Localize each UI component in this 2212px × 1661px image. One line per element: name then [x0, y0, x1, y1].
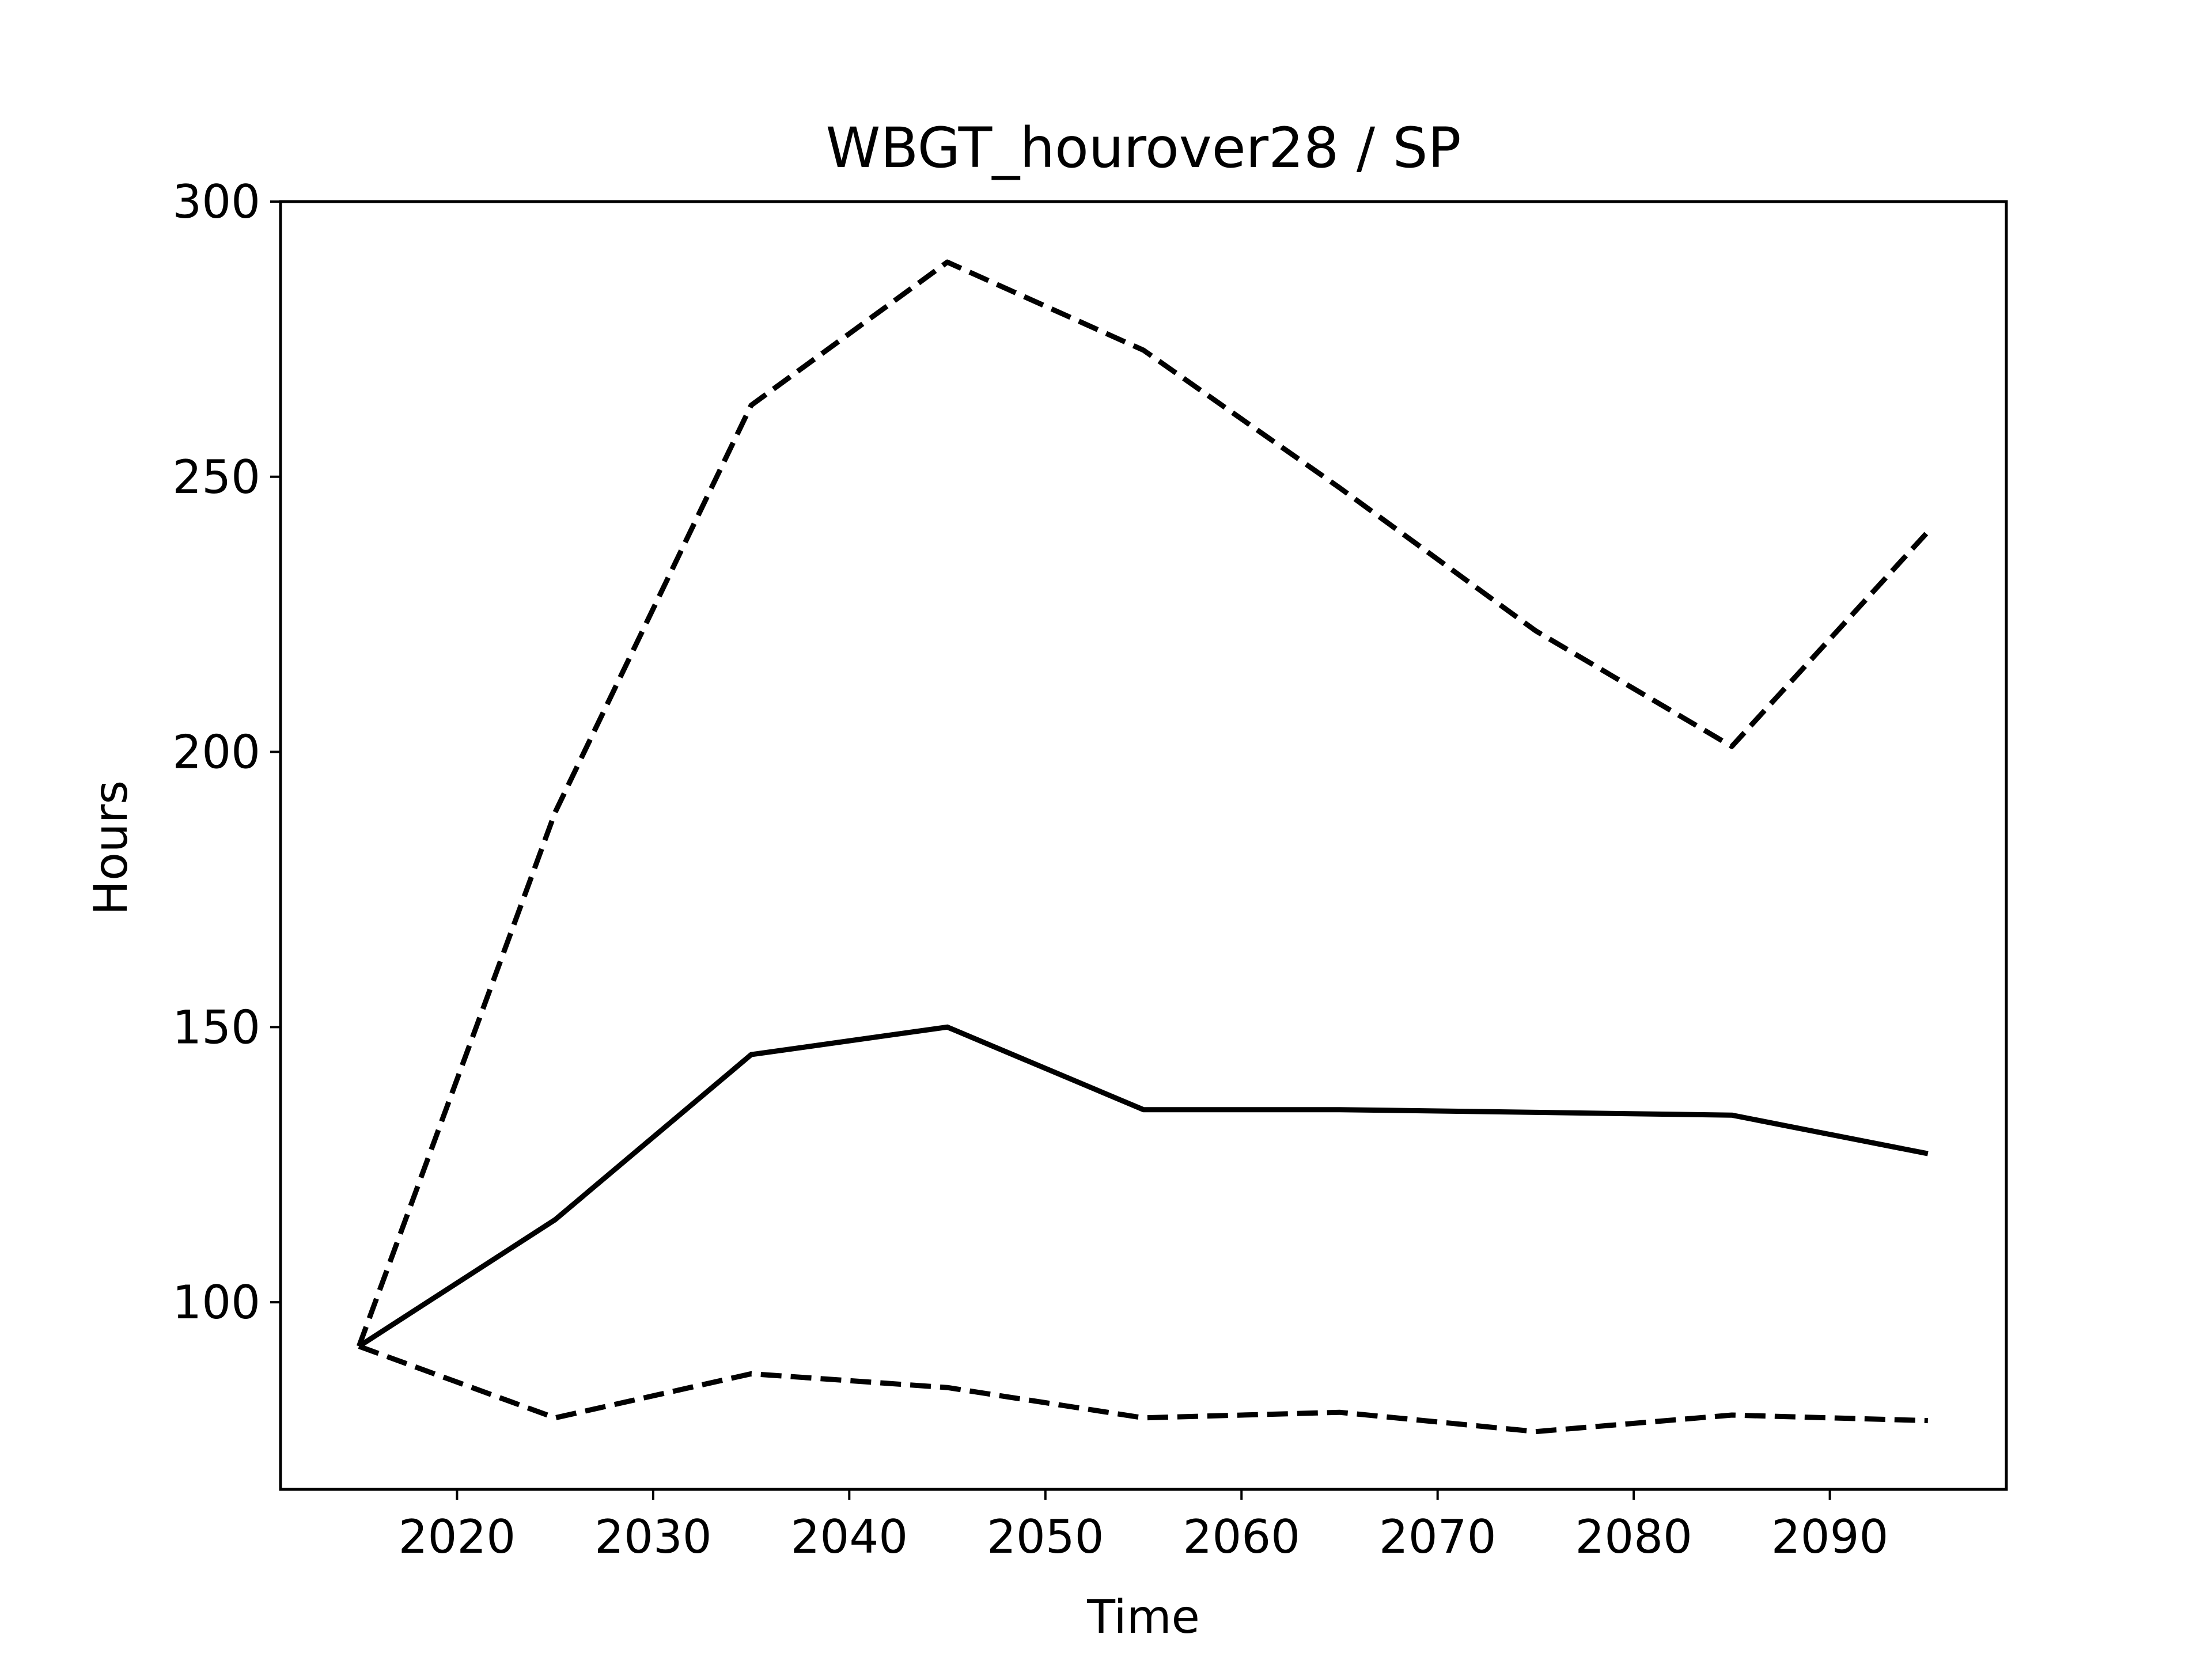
- y-tick-label: 200: [172, 726, 260, 779]
- x-tick-label: 2090: [1771, 1510, 1889, 1564]
- x-tick-label: 2030: [594, 1510, 712, 1564]
- axis-ticks: 2020 2030 2040 2050 2060 2070 2080 2090 100 150 20…: [172, 175, 1888, 1564]
- x-axis-label: Time: [1086, 1590, 1200, 1644]
- y-axis-label: Hours: [84, 780, 138, 915]
- x-tick-label: 2080: [1575, 1510, 1692, 1564]
- dashed-series-line-2: [358, 1344, 1928, 1435]
- plot-area-frame: [279, 200, 2008, 1491]
- x-tick-label: 2050: [987, 1510, 1104, 1564]
- y-tick-label: 300: [172, 175, 260, 229]
- dashed-series-line-1: [356, 259, 1930, 1348]
- y-tick-label: 250: [172, 450, 260, 504]
- chart-title: WBGT_hourover28 / SP: [826, 116, 1461, 180]
- x-tick-label: 2060: [1183, 1510, 1300, 1564]
- x-tick-label: 2070: [1379, 1510, 1497, 1564]
- x-tick-label: 2040: [791, 1510, 908, 1564]
- y-tick-label: 100: [172, 1276, 260, 1329]
- x-tick-label: 2020: [399, 1510, 516, 1564]
- series-layer: [356, 259, 1930, 1435]
- y-tick-label: 150: [172, 1000, 260, 1054]
- solid-series-line-0: [357, 1024, 1929, 1349]
